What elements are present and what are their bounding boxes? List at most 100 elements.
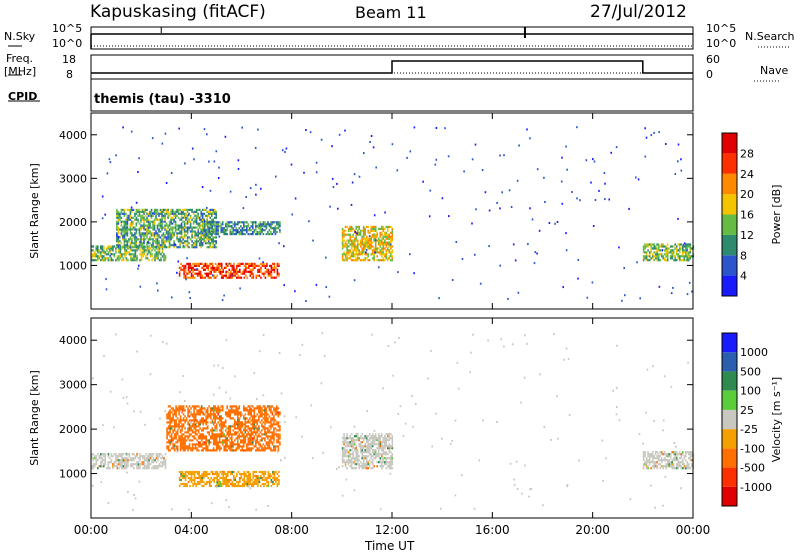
power-cell (143, 251, 146, 254)
power-cell (261, 229, 263, 232)
power-cell (198, 218, 201, 221)
power-cell (344, 259, 347, 262)
velocity-cell (685, 455, 687, 458)
velocity-cell (268, 409, 271, 412)
velocity-cell (368, 433, 371, 436)
power-cell (128, 228, 130, 231)
power-cell (178, 272, 181, 275)
velocity-cell (139, 410, 142, 413)
power-cell (220, 264, 223, 267)
power-cell (200, 246, 202, 249)
power-cell (461, 258, 464, 260)
velocity-cell (164, 465, 167, 468)
power-cell (209, 216, 211, 219)
power-cell (131, 208, 133, 211)
velocity-cell (166, 427, 168, 430)
power-cell (131, 259, 134, 262)
velocity-cell (176, 409, 179, 412)
velocity-cell (650, 461, 652, 464)
velocity-cell (164, 410, 167, 412)
power-cell (376, 239, 378, 242)
power-cell (137, 214, 139, 217)
velocity-cell (241, 447, 244, 450)
velocity-cell (378, 441, 380, 444)
power-cell (216, 268, 218, 271)
power-cell (262, 225, 265, 228)
power-cell (203, 128, 206, 131)
power-cell (659, 253, 661, 256)
power-cell (147, 226, 150, 229)
velocity-cell (664, 475, 667, 478)
velocity-cell (202, 435, 204, 438)
velocity-cell (276, 413, 278, 416)
power-cell (283, 284, 285, 287)
velocity-cell (122, 461, 125, 464)
power-cell (683, 259, 686, 262)
velocity-cell (122, 457, 125, 460)
power-cell (106, 249, 108, 252)
velocity-cell (121, 467, 123, 470)
velocity-cell (180, 472, 182, 476)
velocity-cell (267, 427, 269, 430)
power-cell (688, 281, 691, 284)
velocity-cell (235, 431, 238, 434)
power-cell (275, 266, 277, 269)
power-cell (257, 274, 259, 277)
velocity-cell (382, 465, 385, 468)
power-cell (276, 223, 278, 226)
power-cell (144, 210, 147, 213)
velocity-cell (347, 457, 350, 460)
velocity-cell (255, 482, 258, 486)
power-cell (110, 259, 113, 262)
power-cell (171, 236, 174, 239)
power-cell (382, 257, 385, 260)
power-cell (156, 226, 159, 229)
power-cell (194, 218, 196, 221)
velocity-cell (341, 447, 344, 450)
velocity-cell (355, 439, 357, 442)
velocity-cell (170, 411, 173, 414)
power-cell (116, 257, 119, 260)
velocity-cell (209, 417, 212, 420)
power-cell (103, 257, 105, 260)
velocity-cell (188, 443, 191, 446)
power-cell (183, 222, 186, 225)
velocity-cell (222, 474, 224, 478)
velocity-cell (353, 435, 356, 438)
velocity-cell (176, 423, 179, 426)
velocity-cell (341, 441, 344, 444)
velocity-cell (250, 439, 253, 442)
power-cell (157, 257, 159, 260)
power-cell (350, 243, 353, 246)
velocity-cell (228, 413, 230, 416)
velocity-cell (680, 465, 683, 468)
velocity-cell (152, 453, 155, 456)
velocity-cell (209, 411, 212, 414)
velocity-cell (214, 441, 216, 444)
velocity-cell (254, 478, 256, 482)
velocity-cell (277, 435, 280, 438)
velocity-cell (672, 467, 675, 470)
power-cell (269, 274, 271, 277)
power-cell (264, 229, 266, 232)
power-cell (689, 251, 692, 254)
power-cell (164, 234, 166, 237)
power-cell (103, 251, 105, 254)
velocity-cell (255, 470, 258, 474)
power-cell (367, 247, 369, 250)
velocity-cell (193, 447, 195, 450)
velocity-cell (208, 405, 210, 408)
velocity-cell (116, 467, 119, 470)
power-cell (644, 245, 646, 248)
power-cell (644, 243, 646, 246)
velocity-cell (213, 480, 215, 484)
velocity-cell (267, 476, 270, 480)
velocity-cell (276, 441, 278, 444)
power-cell (215, 225, 218, 228)
velocity-cell (385, 467, 388, 470)
velocity-cell (91, 457, 93, 460)
velocity-cell (264, 419, 266, 422)
power-cell (129, 238, 132, 241)
power-cell (127, 259, 129, 262)
power-cell (343, 235, 345, 238)
